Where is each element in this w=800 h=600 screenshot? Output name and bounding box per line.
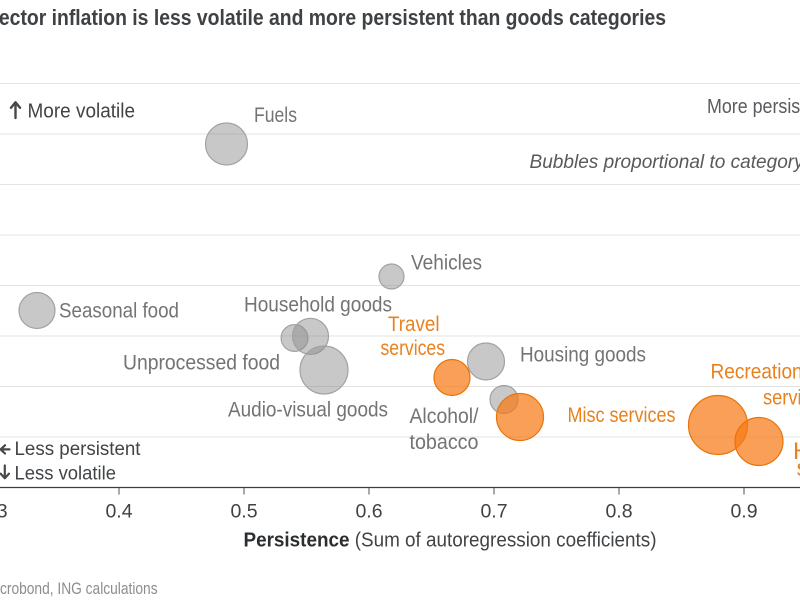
svg-text:tobacco: tobacco xyxy=(410,431,479,454)
svg-text:0.3: 0.3 xyxy=(0,501,8,523)
svg-text:services: services xyxy=(763,387,800,410)
svg-text:Bubbles proportional to catego: Bubbles proportional to category weights xyxy=(530,151,800,173)
svg-text:Less volatile: Less volatile xyxy=(15,464,117,485)
svg-text:services: services xyxy=(797,455,800,482)
svg-text:0.8: 0.8 xyxy=(605,501,632,523)
svg-text:Seasonal food: Seasonal food xyxy=(59,300,179,323)
svg-text:Unprocessed food: Unprocessed food xyxy=(123,352,280,375)
svg-text:Housing goods: Housing goods xyxy=(520,344,646,367)
svg-text:Recreational: Recreational xyxy=(711,361,800,384)
svg-text:Household goods: Household goods xyxy=(244,294,392,317)
svg-text:Health: Health xyxy=(793,438,800,465)
svg-text:Travel: Travel xyxy=(388,313,440,336)
svg-text:0.5: 0.5 xyxy=(230,501,257,523)
svg-text:Source: Macrobond, ING calcula: Source: Macrobond, ING calculations xyxy=(0,579,158,598)
svg-text:Vehicles: Vehicles xyxy=(411,252,482,275)
svg-text:More persistent: More persistent xyxy=(707,96,800,118)
svg-text:0.6: 0.6 xyxy=(355,501,382,523)
svg-text:services: services xyxy=(381,337,446,360)
svg-text:Less persistent: Less persistent xyxy=(15,439,142,460)
svg-text:0.4: 0.4 xyxy=(105,501,132,523)
svg-text:Audio-visual goods: Audio-visual goods xyxy=(228,399,388,422)
svg-text:More volatile: More volatile xyxy=(28,101,136,123)
svg-text:Alcohol/: Alcohol/ xyxy=(410,405,479,428)
svg-text:Persistence (Sum of autoregres: Persistence (Sum of autoregression coeff… xyxy=(244,530,657,552)
svg-text:Sector inflation is less volat: Sector inflation is less volatile and mo… xyxy=(0,5,666,30)
svg-text:0.7: 0.7 xyxy=(480,501,507,523)
svg-text:Fuels: Fuels xyxy=(254,104,297,127)
svg-text:0.9: 0.9 xyxy=(730,501,757,523)
svg-text:Misc services: Misc services xyxy=(568,404,676,427)
